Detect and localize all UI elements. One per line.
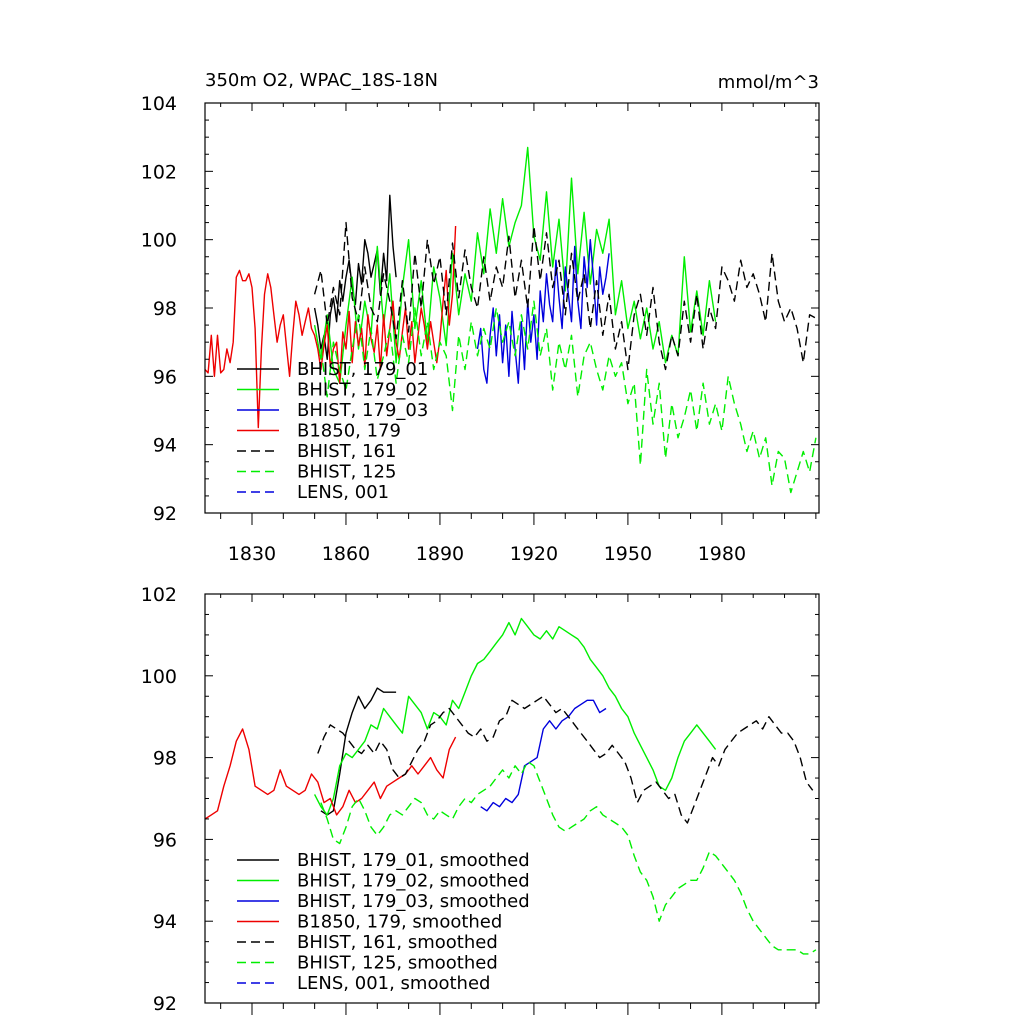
series-line-b1850_179-panel-top <box>205 225 457 429</box>
series-line-bhist_179_03-panel-bottom <box>480 699 607 812</box>
x-tick-label: 1860 <box>322 543 370 565</box>
y-tick-label: 100 <box>141 666 177 688</box>
series-line-bhist_161-panel-bottom <box>317 695 814 824</box>
legend-label: BHIST, 161 <box>297 441 396 462</box>
x-tick-label: 1950 <box>604 543 652 565</box>
y-tick-label: 104 <box>141 93 177 115</box>
legend-label: BHIST, 179_03 <box>297 400 428 421</box>
legend-label: B1850, 179 <box>297 421 401 442</box>
series-line-bhist_125-panel-bottom <box>320 761 817 955</box>
series-line-bhist_179_01-panel-top <box>313 194 397 360</box>
y-tick-label: 98 <box>153 748 177 770</box>
series-line-bhist_125-panel-top <box>320 300 817 494</box>
top-panel: 92 94 96 98 100 102 104 1830 1860 1890 1920 1950 198… <box>141 93 820 565</box>
x-tick-label: 1890 <box>416 543 464 565</box>
y-tick-label: 102 <box>141 584 177 606</box>
legend-label: LENS, 001 <box>297 482 389 503</box>
y-tick-label: 92 <box>153 503 177 525</box>
series-line-bhist_179_02-panel-bottom <box>313 617 717 816</box>
figure-title-right: mmol/m^3 <box>718 72 819 93</box>
series-line-b1850_179-panel-bottom <box>205 728 457 820</box>
y-tick-label: 94 <box>153 435 177 457</box>
legend-label: BHIST, 125 <box>297 462 396 483</box>
legend-label: BHIST, 179_03, smoothed <box>297 891 530 912</box>
series-line-bhist_179_01-panel-bottom <box>320 687 397 816</box>
legend-label: BHIST, 179_02 <box>297 380 428 401</box>
series-line-bhist_179_03-panel-top <box>476 238 610 384</box>
legend-label: BHIST, 125, smoothed <box>297 953 498 974</box>
x-tick-label: 1980 <box>698 543 746 565</box>
legend-label: LENS, 001, smoothed <box>297 973 490 994</box>
x-tick-label: 1830 <box>228 543 276 565</box>
legend-label: BHIST, 179_01 <box>297 359 428 380</box>
y-tick-label: 96 <box>153 829 177 851</box>
y-tick-label: 96 <box>153 366 177 388</box>
y-tick-label: 94 <box>153 911 177 933</box>
legend-label: BHIST, 161, smoothed <box>297 932 498 953</box>
y-tick-label: 98 <box>153 298 177 320</box>
y-tick-label: 100 <box>141 230 177 252</box>
series-line-bhist_161-panel-top <box>313 221 817 371</box>
x-tick-label: 1920 <box>510 543 558 565</box>
legend-label: B1850, 179, smoothed <box>297 912 502 933</box>
y-tick-label: 92 <box>153 993 177 1015</box>
legend-label: BHIST, 179_02, smoothed <box>297 871 530 892</box>
y-tick-label: 102 <box>141 161 177 183</box>
legend-label: BHIST, 179_01, smoothed <box>297 850 530 871</box>
figure-title-left: 350m O2, WPAC_18S-18N <box>205 70 438 91</box>
